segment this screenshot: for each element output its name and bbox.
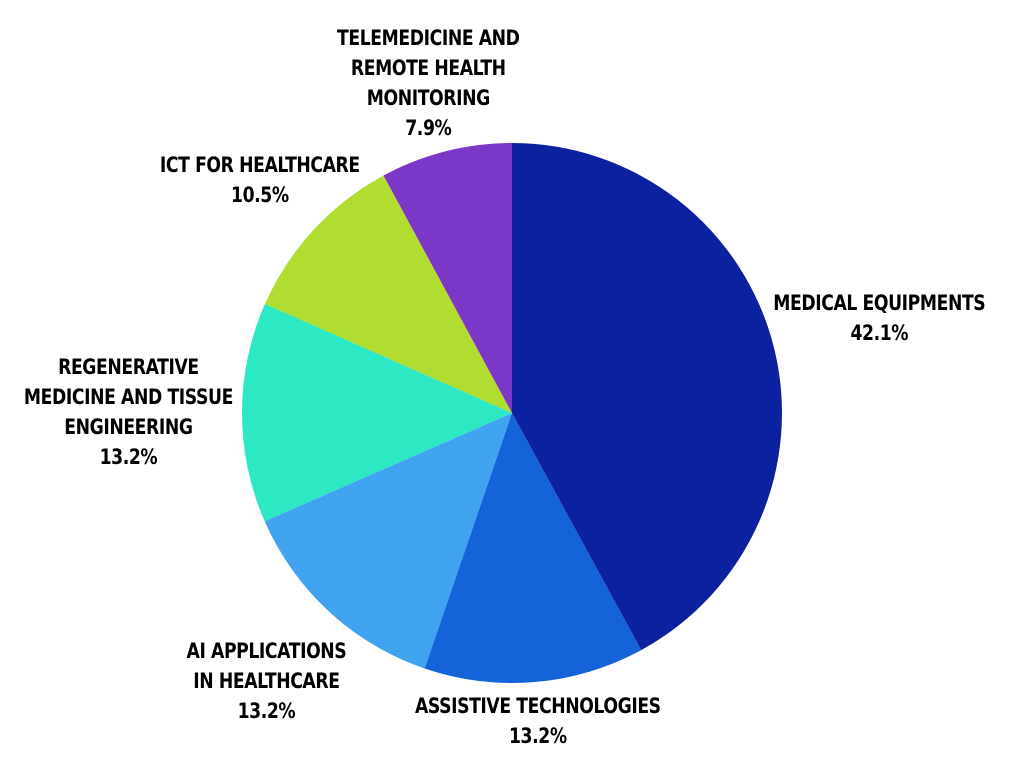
pie-slice-telemedicine-and-remote-health-monitoring: [383, 142, 512, 413]
slice-label-text: AI APPLICATIONS: [186, 639, 346, 663]
slice-label-text: TELEMEDICINE AND: [336, 26, 520, 50]
slice-value-label: 42.1%: [849, 321, 908, 345]
slice-label-text: ENGINEERING: [63, 415, 193, 439]
pie-slice-ai-applications-in-healthcare: [264, 413, 512, 669]
slice-label-text: ICT FOR HEALTHCARE: [159, 153, 360, 177]
slice-label-text: IN HEALTHCARE: [192, 669, 340, 693]
pie-slice-regenerative-medicine-and-tissue-engineering: [242, 303, 512, 522]
slice-label-ict-for-healthcare: ICT FOR HEALTHCARE 10.5%: [160, 150, 360, 210]
slice-label-ai-applications-in-healthcare: AI APPLICATIONS IN HEALTHCARE 13.2%: [186, 636, 346, 726]
slice-value-label: 13.2%: [237, 699, 295, 723]
slice-label-medical-equipments: MEDICAL EQUIPMENTS 42.1%: [773, 288, 985, 348]
pie-slice-assistive-technologies: [424, 413, 642, 683]
slice-value-label: 10.5%: [231, 183, 289, 207]
slice-label-text: REGENERATIVE: [57, 355, 199, 379]
slice-label-text: MEDICINE AND TISSUE: [23, 385, 233, 409]
slice-value-label: 7.9%: [404, 116, 452, 140]
slice-label-text: MONITORING: [366, 86, 490, 110]
slice-label-text: ASSISTIVE TECHNOLOGIES: [414, 694, 661, 718]
slice-label-text: REMOTE HEALTH: [350, 56, 506, 80]
slice-value-label: 13.2%: [99, 445, 157, 469]
slice-label-assistive-technologies: ASSISTIVE TECHNOLOGIES 13.2%: [415, 691, 661, 751]
pie-slice-medical-equipments: [512, 143, 782, 651]
slice-label-text: MEDICAL EQUIPMENTS: [772, 291, 985, 315]
slice-value-label: 13.2%: [508, 724, 567, 748]
pie-slice-ict-for-healthcare: [265, 175, 512, 413]
slice-label-telemedicine-and-remote-health-monitoring: TELEMEDICINE AND REMOTE HEALTH MONITORING 7…: [337, 23, 520, 143]
slice-label-regenerative-medicine-and-tissue-engineering: REGENERATIVE MEDICINE AND TISSUE ENGINEERI…: [23, 352, 232, 472]
